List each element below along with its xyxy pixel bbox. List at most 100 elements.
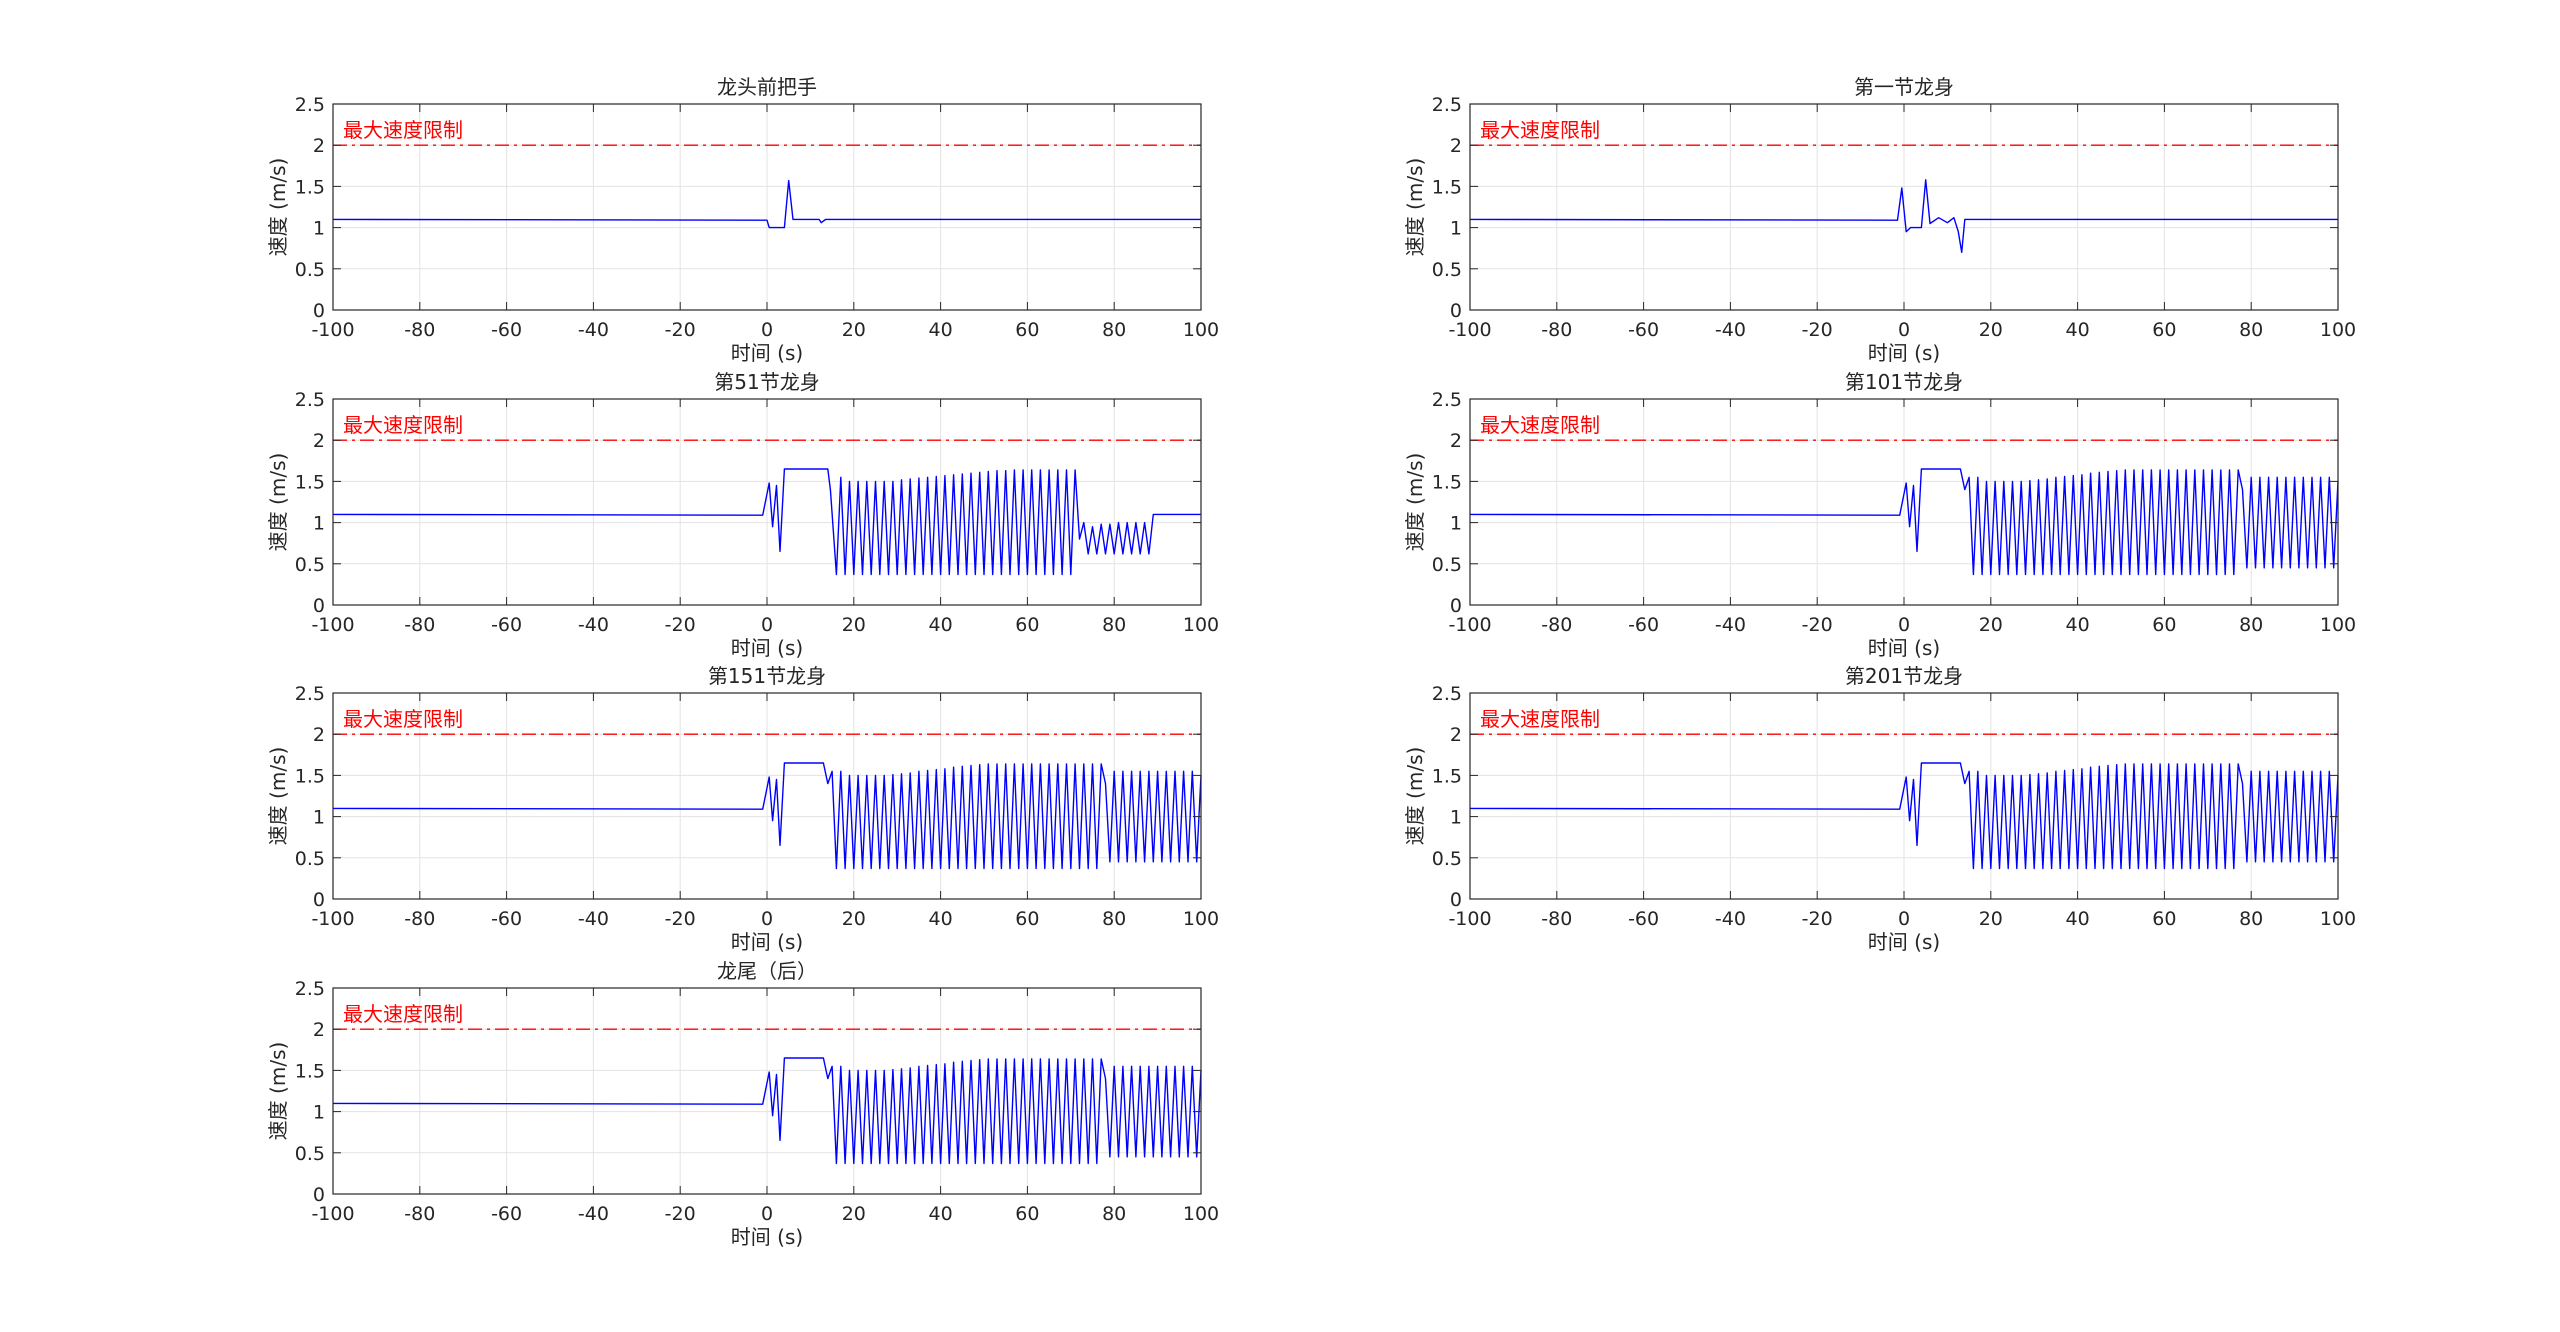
x-tick-label: 40	[929, 1203, 953, 1225]
x-tick-label: -80	[404, 1203, 435, 1225]
x-tick-label: 80	[1102, 908, 1126, 930]
x-tick-label: -60	[491, 1203, 522, 1225]
x-axis-label: 时间 (s)	[1868, 341, 1940, 365]
y-tick-label: 2.5	[295, 94, 325, 116]
y-axis-label: 速度 (m/s)	[266, 453, 290, 552]
y-tick-label: 1.5	[295, 1060, 325, 1082]
x-tick-label: 0	[1898, 319, 1910, 341]
x-axis-label: 时间 (s)	[731, 636, 803, 660]
x-tick-label: 80	[1102, 319, 1126, 341]
y-tick-label: 2	[1450, 430, 1462, 452]
x-tick-label: 20	[842, 614, 866, 636]
x-tick-label: 0	[1898, 614, 1910, 636]
x-tick-label: -20	[1802, 614, 1833, 636]
x-tick-label: 40	[2066, 908, 2090, 930]
y-axis-label: 速度 (m/s)	[1403, 158, 1427, 257]
ticks: -100 -80 -60 -40 -20 0 20 40 60 80 100 0 0.5 1 1.5 2 2.5	[295, 683, 1219, 930]
subplot-title: 第51节龙身	[714, 370, 819, 394]
x-tick-label: 100	[2320, 908, 2356, 930]
x-tick-label: -80	[1541, 319, 1572, 341]
x-tick-label: -60	[491, 908, 522, 930]
x-tick-label: 60	[1015, 319, 1039, 341]
y-tick-label: 0	[1450, 595, 1462, 617]
ticks: -100 -80 -60 -40 -20 0 20 40 60 80 100 0 0.5 1 1.5 2 2.5	[295, 978, 1219, 1225]
x-tick-label: -20	[665, 614, 696, 636]
x-tick-label: -100	[1448, 908, 1491, 930]
x-tick-label: 40	[2066, 319, 2090, 341]
x-tick-label: -60	[491, 319, 522, 341]
x-tick-label: -20	[665, 1203, 696, 1225]
y-tick-label: 0	[1450, 889, 1462, 911]
subplot-title: 龙头前把手	[717, 75, 817, 99]
y-axis-label: 速度 (m/s)	[1403, 747, 1427, 846]
x-tick-label: 40	[929, 908, 953, 930]
x-tick-label: 60	[1015, 614, 1039, 636]
y-tick-label: 1	[1450, 513, 1462, 535]
subplot-6: 最大速度限制 -100 -80 -60 -40 -20 0 20 40 60 80 100 0 0.5 1 1…	[1403, 664, 2356, 954]
x-tick-label: 20	[1979, 614, 2003, 636]
y-tick-label: 2.5	[1432, 389, 1462, 411]
x-tick-label: -40	[1715, 908, 1746, 930]
x-tick-label: 20	[842, 908, 866, 930]
x-tick-label: -80	[404, 319, 435, 341]
x-tick-label: 20	[842, 1203, 866, 1225]
x-tick-label: 100	[1183, 908, 1219, 930]
x-tick-label: -60	[1628, 319, 1659, 341]
x-tick-label: 60	[2152, 319, 2176, 341]
x-tick-label: -40	[578, 319, 609, 341]
max-speed-label: 最大速度限制	[343, 118, 463, 142]
x-tick-label: -60	[1628, 908, 1659, 930]
y-tick-label: 1	[1450, 807, 1462, 829]
y-tick-label: 0.5	[1432, 554, 1462, 576]
subplot-title: 第201节龙身	[1845, 664, 1963, 688]
x-tick-label: 80	[2239, 614, 2263, 636]
y-tick-label: 0	[1450, 300, 1462, 322]
x-tick-label: -40	[1715, 319, 1746, 341]
y-tick-label: 2	[1450, 135, 1462, 157]
x-tick-label: 0	[761, 908, 773, 930]
y-tick-label: 1.5	[1432, 765, 1462, 787]
x-tick-label: -80	[1541, 908, 1572, 930]
y-tick-label: 1.5	[295, 471, 325, 493]
max-speed-label: 最大速度限制	[1480, 413, 1600, 437]
x-tick-label: -80	[1541, 614, 1572, 636]
x-tick-label: 0	[1898, 908, 1910, 930]
x-tick-label: 0	[761, 614, 773, 636]
series-line-1	[1469, 762, 2339, 870]
y-tick-label: 2	[313, 135, 325, 157]
y-tick-label: 2.5	[1432, 94, 1462, 116]
y-tick-label: 2.5	[295, 389, 325, 411]
x-tick-label: 60	[1015, 908, 1039, 930]
y-axis-label: 速度 (m/s)	[1403, 453, 1427, 552]
y-tick-label: 1	[313, 218, 325, 240]
ticks: -100 -80 -60 -40 -20 0 20 40 60 80 100 0 0.5 1 1.5 2 2.5	[1432, 389, 2356, 636]
x-tick-label: 40	[929, 614, 953, 636]
y-axis-label: 速度 (m/s)	[266, 747, 290, 846]
x-tick-label: 80	[2239, 908, 2263, 930]
y-tick-label: 0.5	[295, 1143, 325, 1165]
x-tick-label: 40	[2066, 614, 2090, 636]
ticks: -100 -80 -60 -40 -20 0 20 40 60 80 100 0 0.5 1 1.5 2 2.5	[1432, 683, 2356, 930]
x-tick-label: -60	[1628, 614, 1659, 636]
y-tick-label: 0.5	[295, 259, 325, 281]
x-tick-label: -40	[1715, 614, 1746, 636]
x-axis-label: 时间 (s)	[731, 1225, 803, 1249]
x-tick-label: 60	[2152, 908, 2176, 930]
x-tick-label: 100	[2320, 319, 2356, 341]
x-tick-label: 100	[1183, 319, 1219, 341]
x-tick-label: -100	[311, 614, 354, 636]
x-tick-label: -40	[578, 1203, 609, 1225]
max-speed-label: 最大速度限制	[1480, 118, 1600, 142]
y-tick-label: 2	[1450, 724, 1462, 746]
y-axis-label: 速度 (m/s)	[266, 1042, 290, 1141]
y-tick-label: 0.5	[1432, 259, 1462, 281]
ticks: -100 -80 -60 -40 -20 0 20 40 60 80 100 0 0.5 1 1.5 2 2.5	[295, 94, 1219, 341]
subplot-title: 第151节龙身	[708, 664, 826, 688]
x-axis-label: 时间 (s)	[1868, 930, 1940, 954]
x-tick-label: -80	[404, 614, 435, 636]
y-tick-label: 0	[313, 300, 325, 322]
x-tick-label: -100	[1448, 319, 1491, 341]
subplot-7: 最大速度限制 -100 -80 -60 -40 -20 0 20 40 60 80 100 0 0.5 1 1…	[266, 959, 1219, 1249]
y-tick-label: 2	[313, 724, 325, 746]
x-tick-label: -80	[404, 908, 435, 930]
